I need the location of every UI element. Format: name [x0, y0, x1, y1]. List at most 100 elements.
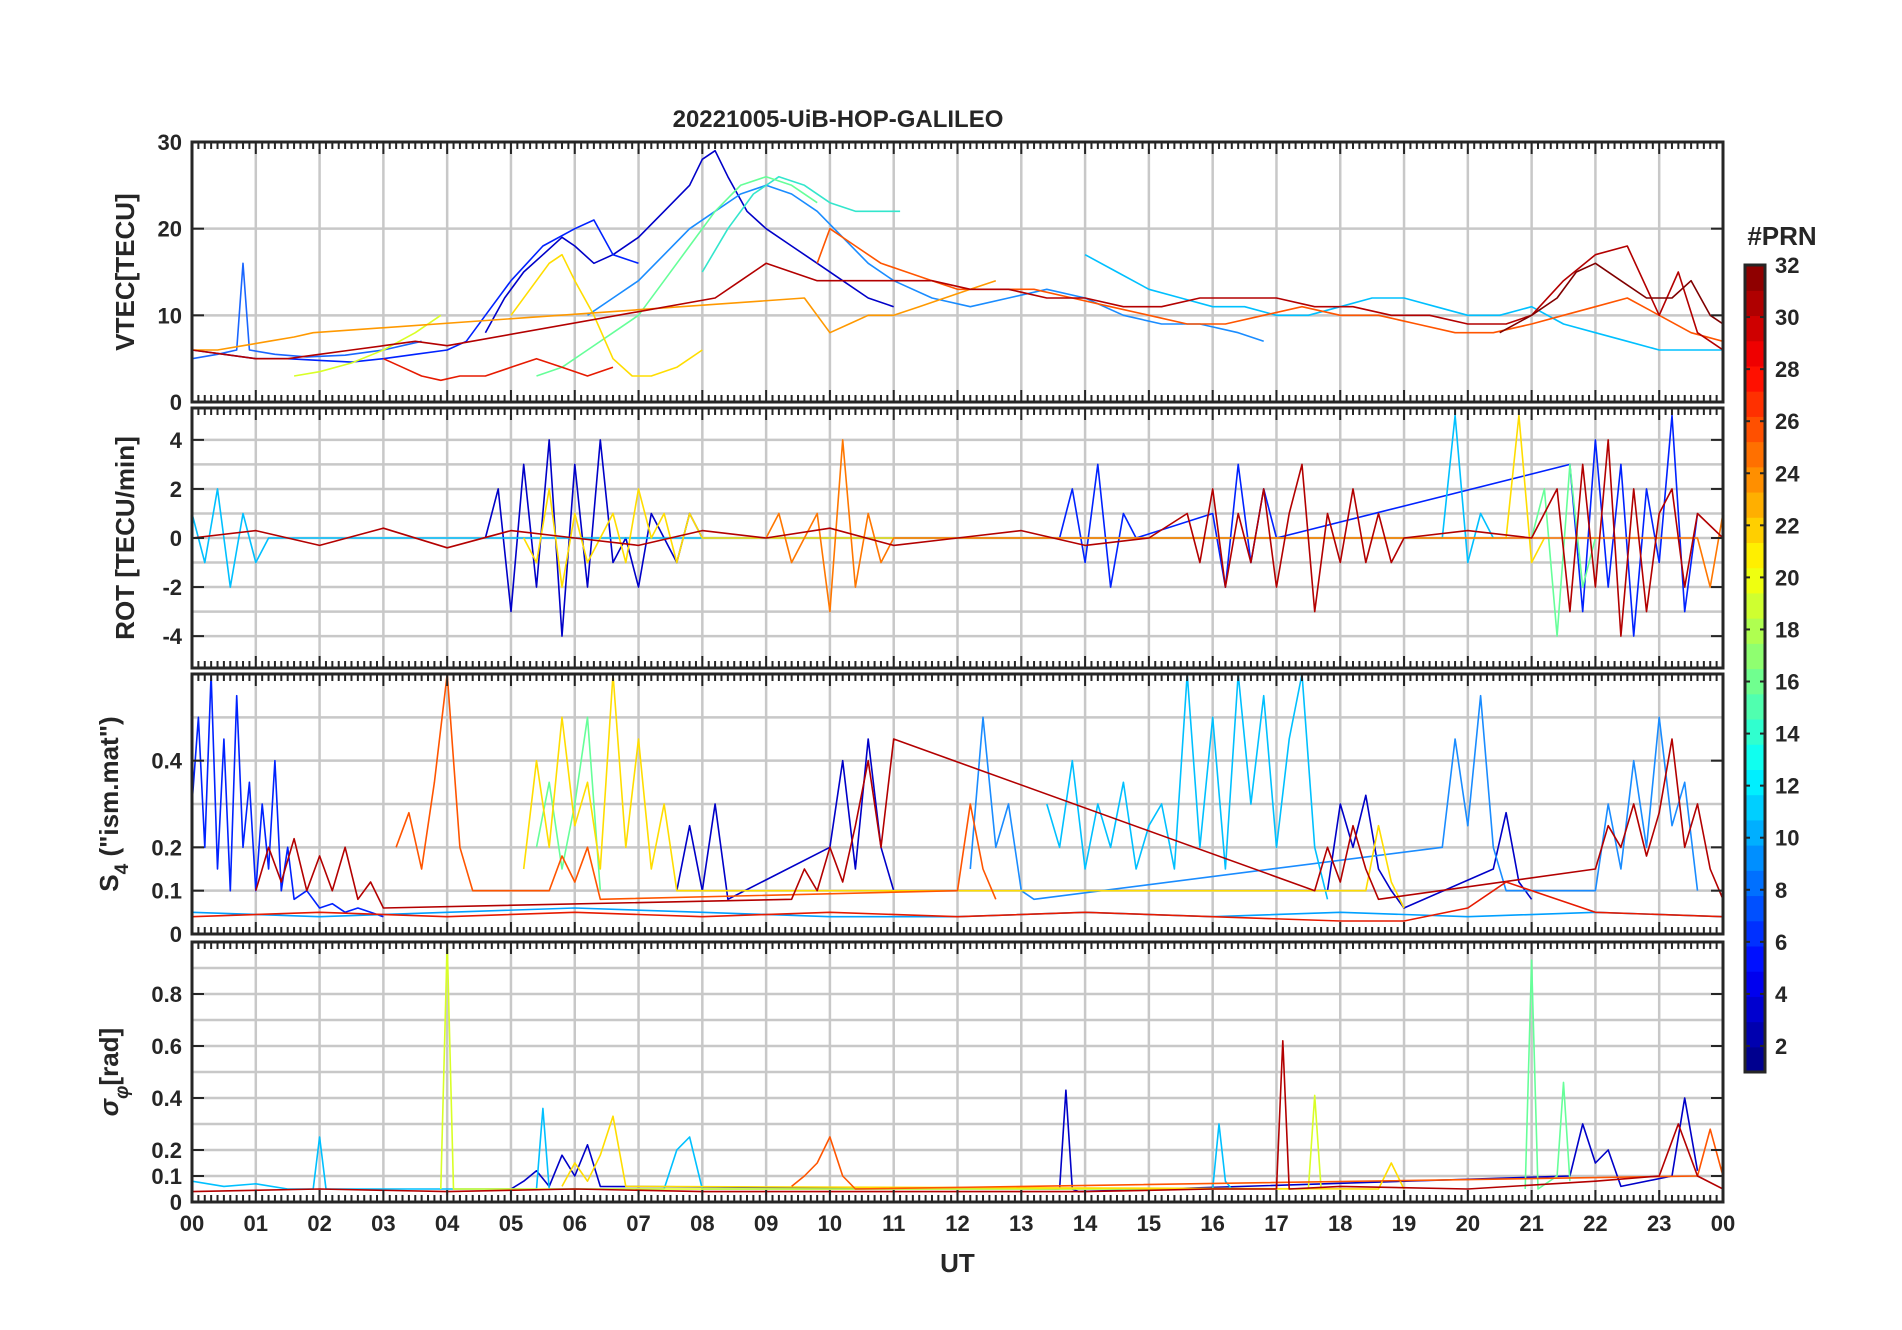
series-line-prn-4	[1058, 414, 1699, 637]
colorbar-segment	[1745, 971, 1765, 997]
colorbar-segment	[1745, 845, 1765, 871]
x-tick-label: 04	[435, 1211, 460, 1236]
tick-marks-s4	[191, 674, 1724, 935]
tick-marks-rot	[191, 408, 1724, 668]
colorbar-segment	[1745, 920, 1765, 947]
y-axis-label-s4: S4 ("ism.mat")	[94, 716, 133, 891]
x-tick-label: 13	[1009, 1211, 1033, 1236]
colorbar-title: #PRN	[1747, 221, 1816, 251]
series-line-prn-8	[587, 184, 1264, 343]
colorbar-segment	[1745, 340, 1765, 367]
x-tick-label: 12	[945, 1211, 969, 1236]
colorbar-segment	[1745, 643, 1765, 670]
series-group-rot	[192, 414, 1723, 637]
series-group-vtec	[192, 149, 1723, 382]
series-line-prn-2	[484, 149, 894, 334]
colorbar-segment	[1745, 542, 1765, 569]
series-line-prn-8	[969, 694, 1699, 901]
x-tick-label: 22	[1583, 1211, 1607, 1236]
x-tick-label: 21	[1519, 1211, 1543, 1236]
x-tick-label: 14	[1073, 1211, 1098, 1236]
panel-rot: -4 -2 0 2 4 ROT [TECU/min]	[110, 406, 1725, 670]
x-tick-label: 08	[690, 1211, 714, 1236]
colorbar-segment	[1745, 693, 1765, 720]
tick-marks-vtec	[191, 141, 1724, 403]
panel-sigma_phi: 00.10.2 0.4 0.6 0.8 σφ[rad] 00 01 02 03 04 05 06 07 0…	[94, 940, 1735, 1278]
colorbar-segment	[1745, 491, 1765, 518]
series-line-prn-31	[1499, 262, 1723, 334]
y-tick-label: 30	[158, 130, 182, 155]
y-axis-label-sigma_phi: σφ[rad]	[94, 1028, 133, 1116]
series-line-prn-27	[383, 357, 614, 382]
colorbar-segment	[1745, 592, 1765, 619]
series-line-prn-25	[816, 227, 1723, 343]
y-tick-label: 0	[170, 922, 182, 947]
x-tick-label: 11	[882, 1211, 905, 1236]
y-axis-label-vtec: VTEC[TECU]	[110, 193, 140, 350]
series-line-prn-6	[192, 262, 422, 360]
series-line-prn-4	[192, 674, 384, 918]
y-tick-label: 0.2	[151, 835, 182, 860]
series-line-prn-20	[561, 1115, 1405, 1190]
colorbar-tick-label: 6	[1775, 930, 1787, 955]
x-tick-label: 00	[180, 1211, 204, 1236]
series-group-s4	[192, 674, 1723, 922]
colorbar-tick-label: 32	[1775, 253, 1799, 278]
colorbar-tick-label: 16	[1775, 670, 1799, 695]
colorbar-segment	[1745, 517, 1765, 544]
series-line-prn-13	[701, 175, 901, 273]
x-tick-label: 15	[1137, 1211, 1161, 1236]
grid-vtec	[192, 142, 1723, 402]
colorbar-segment	[1745, 668, 1765, 695]
tick-marks-sigma_phi	[191, 942, 1724, 1203]
y-axis-label-subscript: φ	[112, 1086, 133, 1099]
figure-title: 20221005-UiB-HOP-GALILEO	[673, 106, 1004, 133]
colorbar-segment	[1745, 945, 1765, 972]
series-line-prn-29	[192, 439, 1723, 637]
y-tick-label: 0.8	[151, 982, 182, 1007]
series-line-prn-29	[255, 738, 1723, 909]
colorbar-tick-label: 30	[1775, 305, 1799, 330]
y-tick-label: 0.4	[151, 749, 182, 774]
colorbar-segment	[1745, 769, 1765, 796]
y-axis-label-main: S	[94, 874, 124, 891]
colorbar-tick-label: 4	[1775, 982, 1788, 1007]
y-tick-label: 4	[170, 428, 183, 453]
colorbar-segment	[1745, 744, 1765, 770]
colorbar-segment	[1745, 391, 1765, 417]
series-line-prn-29	[192, 245, 1723, 360]
series-line-prn-24	[765, 439, 1723, 613]
colorbar-segment	[1745, 794, 1765, 821]
y-tick-label: 0.2	[151, 1138, 182, 1163]
colorbar-segment	[1745, 416, 1765, 443]
y-tick-label: 2	[170, 477, 182, 502]
colorbar-segment	[1745, 996, 1765, 1023]
x-tick-label: 18	[1328, 1211, 1352, 1236]
series-line-prn-29	[192, 1040, 1723, 1193]
x-tick-label: 09	[754, 1211, 778, 1236]
y-tick-label: 20	[158, 217, 182, 242]
y-tick-label: 0.4	[151, 1086, 182, 1111]
series-line-prn-2	[484, 439, 704, 637]
colorbar-frame	[1743, 263, 1767, 1074]
series-line-prn-19	[440, 942, 1322, 1190]
colorbar-tick-label: 20	[1775, 565, 1799, 590]
grid-s4	[192, 674, 1723, 934]
series-line-prn-27	[192, 881, 1723, 922]
y-tick-label: 0	[170, 1190, 182, 1215]
series-line-prn-2	[510, 1089, 1699, 1193]
series-line-prn-20	[522, 674, 1405, 909]
x-axis-label: UT	[940, 1248, 975, 1278]
colorbar-tick-label: 22	[1775, 513, 1799, 538]
colorbar-tick-label: 12	[1775, 774, 1799, 799]
series-line-prn-20	[510, 253, 703, 377]
y-tick-label: -2	[162, 575, 182, 600]
colorbar-tick-label: 2	[1775, 1034, 1787, 1059]
colorbar-segment	[1745, 870, 1765, 897]
colorbar-segment	[1745, 1021, 1765, 1048]
colorbar-segment	[1745, 718, 1765, 745]
x-tick-label: 05	[499, 1211, 523, 1236]
x-tick-label: 03	[371, 1211, 395, 1236]
series-group-sigma_phi	[192, 942, 1723, 1193]
series-line-prn-23	[192, 279, 997, 351]
